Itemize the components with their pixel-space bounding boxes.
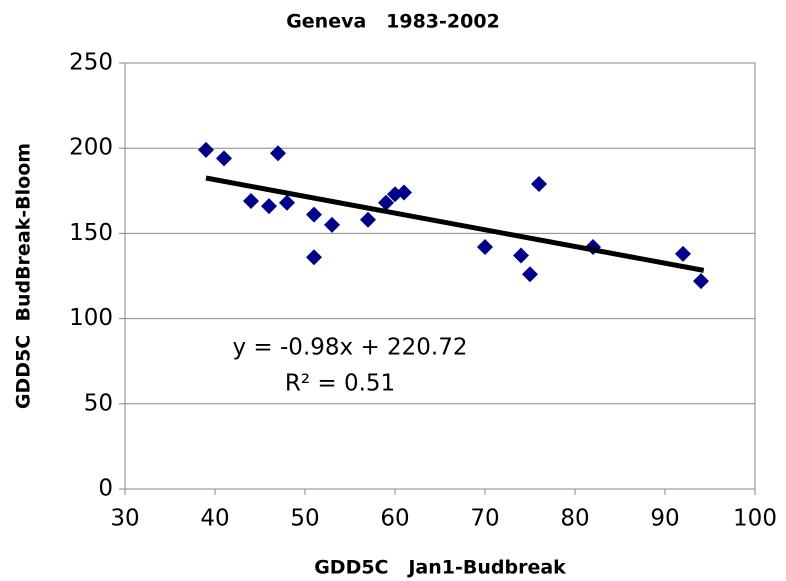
- trendline: [205, 175, 705, 273]
- point: [198, 141, 214, 158]
- x-tick-label: 80: [560, 506, 589, 532]
- point: [522, 266, 538, 283]
- point: [693, 273, 709, 290]
- point: [270, 145, 286, 162]
- x-tick-label: 100: [733, 506, 777, 532]
- y-tick-label: 50: [84, 390, 113, 416]
- point: [279, 194, 295, 211]
- point: [324, 216, 340, 233]
- r-squared: R² = 0.51: [285, 371, 395, 397]
- y-tick-label: 250: [69, 50, 113, 76]
- point: [378, 194, 394, 211]
- point: [513, 247, 529, 264]
- point: [675, 245, 691, 262]
- y-tick-label: 200: [69, 135, 113, 161]
- point: [531, 175, 547, 192]
- point: [477, 239, 493, 256]
- x-tick-label: 30: [110, 506, 139, 532]
- point: [243, 193, 259, 210]
- x-tick-label: 70: [470, 506, 499, 532]
- point: [306, 206, 322, 223]
- plot-border: [124, 62, 756, 490]
- y-tick-label: 150: [69, 220, 113, 246]
- x-tick-label: 60: [380, 506, 409, 532]
- x-tick-label: 40: [200, 506, 229, 532]
- x-axis-label: GDD5C Jan1-Budbreak: [314, 557, 566, 579]
- point: [360, 211, 376, 228]
- equation: y = -0.98x + 220.72: [233, 335, 468, 361]
- x-tick-label: 50: [290, 506, 319, 532]
- point: [261, 198, 277, 215]
- point: [306, 249, 322, 266]
- y-tick-label: 100: [69, 305, 113, 331]
- point: [216, 150, 232, 167]
- y-tick-label: 0: [98, 476, 113, 502]
- x-tick-label: 90: [650, 506, 679, 532]
- chart-title: Geneva 1983-2002: [286, 11, 500, 33]
- point: [396, 184, 412, 201]
- y-axis-label: GDD5C BudBreak-Bloom: [13, 143, 35, 409]
